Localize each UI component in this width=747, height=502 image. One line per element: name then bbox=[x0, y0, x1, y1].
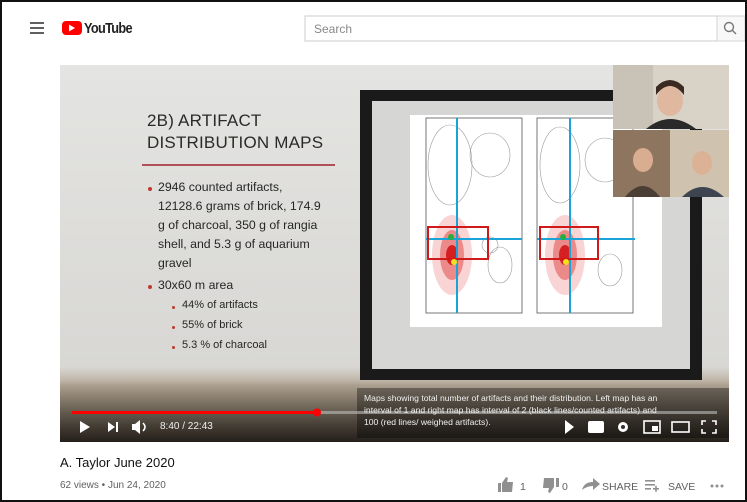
sub-bullet-text: 44% of artifacts bbox=[182, 299, 258, 311]
caption-line: 100 (red lines/ weighed artifacts). bbox=[364, 417, 491, 427]
webcam-bottom bbox=[613, 130, 729, 197]
sub-bullet bbox=[172, 346, 175, 349]
dislike-count: 0 bbox=[562, 481, 568, 493]
slide-title: 2B) ARTIFACT bbox=[147, 111, 262, 131]
dislike-button[interactable] bbox=[543, 478, 559, 493]
slide-title: DISTRIBUTION MAPS bbox=[147, 133, 323, 153]
bullet-text: gravel bbox=[158, 256, 192, 270]
screenshot: YouTube Search bbox=[0, 0, 747, 502]
sub-bullet bbox=[172, 306, 175, 309]
cc-button[interactable] bbox=[588, 421, 604, 433]
video-player[interactable]: 2B) ARTIFACT DISTRIBUTION MAPS 2946 coun… bbox=[60, 65, 729, 442]
menu-button[interactable] bbox=[30, 22, 44, 34]
save-button[interactable] bbox=[645, 480, 659, 492]
webcam-top bbox=[613, 65, 729, 129]
sub-bullet bbox=[172, 326, 175, 329]
bullet-text: 30x60 m area bbox=[158, 278, 233, 292]
logo-text: YouTube bbox=[84, 20, 132, 37]
more-button[interactable] bbox=[711, 485, 724, 488]
sub-bullet-text: 5.3 % of charcoal bbox=[182, 339, 267, 351]
search-box[interactable] bbox=[305, 16, 717, 41]
save-label[interactable]: SAVE bbox=[668, 481, 695, 493]
progress-played bbox=[72, 411, 317, 414]
bullet-text: shell, and 5.3 g of aquarium bbox=[158, 237, 310, 251]
bullet-text: g of charcoal, 350 g of rangia bbox=[158, 218, 317, 232]
search-button[interactable] bbox=[717, 16, 745, 41]
like-count: 1 bbox=[520, 481, 526, 493]
search-placeholder: Search bbox=[314, 22, 352, 36]
bullet-text: 2946 counted artifacts, bbox=[158, 180, 282, 194]
bullet-text: 12128.6 grams of brick, 174.9 bbox=[158, 199, 321, 213]
bullet bbox=[148, 285, 152, 289]
caption-line: interval of 1 and right map has interval… bbox=[364, 405, 657, 415]
time-display: 8:40 / 22:43 bbox=[160, 421, 213, 432]
video-meta: 62 views • Jun 24, 2020 bbox=[60, 480, 166, 491]
caption-line: Maps showing total number of artifacts a… bbox=[364, 393, 657, 403]
bullet bbox=[148, 187, 152, 191]
sub-bullet-text: 55% of brick bbox=[182, 319, 243, 331]
share-button[interactable] bbox=[582, 478, 600, 490]
like-button[interactable] bbox=[498, 477, 513, 492]
video-title: A. Taylor June 2020 bbox=[60, 455, 175, 470]
share-label[interactable]: SHARE bbox=[602, 481, 638, 493]
